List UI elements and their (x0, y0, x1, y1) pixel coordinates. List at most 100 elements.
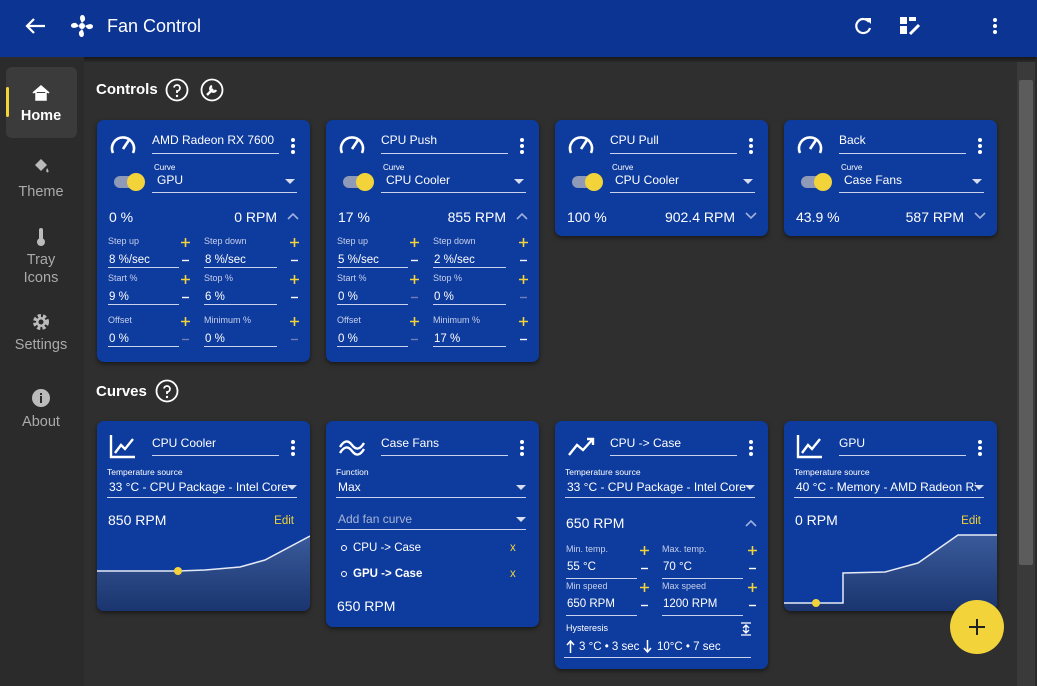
plus-button[interactable] (519, 317, 528, 326)
minus-button[interactable] (410, 256, 419, 265)
plus-button[interactable] (410, 238, 419, 247)
minus-button[interactable] (290, 335, 299, 344)
menu-button[interactable] (748, 137, 754, 155)
curve-select[interactable]: GPU (157, 173, 184, 187)
dropdown-arrow[interactable] (287, 485, 297, 491)
minus-button[interactable] (748, 601, 757, 610)
field-value[interactable]: 6 % (205, 291, 225, 303)
plus-button[interactable] (181, 317, 190, 326)
field-value[interactable]: 0 % (205, 333, 225, 345)
sensor-select[interactable]: 33 °C - CPU Package - Intel Core i (109, 481, 289, 494)
add-curve-select[interactable]: Add fan curve (338, 512, 413, 526)
remove-button[interactable]: x (510, 568, 516, 580)
add-button[interactable] (948, 598, 1006, 656)
edit-button[interactable]: Edit (961, 515, 981, 527)
minus-button[interactable] (519, 256, 528, 265)
nav-item[interactable]: Settings (14, 337, 68, 353)
plus-button[interactable] (290, 275, 299, 284)
toggle-knob[interactable] (127, 173, 145, 191)
dropdown-arrow[interactable] (974, 485, 984, 491)
remove-button[interactable]: x (510, 542, 516, 554)
scrollbar-thumb[interactable] (1019, 80, 1033, 565)
field-value[interactable]: 17 % (434, 333, 461, 345)
curve-select[interactable]: CPU Cooler (386, 173, 451, 187)
curve-select[interactable]: Case Fans (844, 173, 903, 187)
hysteresis-icon[interactable] (740, 622, 752, 636)
minus-button[interactable] (640, 601, 649, 610)
minus-button[interactable] (181, 256, 190, 265)
dropdown-arrow[interactable] (514, 179, 524, 185)
minus-button[interactable] (290, 256, 299, 265)
minus-button[interactable] (181, 335, 190, 344)
collapse-button[interactable] (516, 212, 528, 220)
help-button[interactable] (155, 379, 179, 403)
field-value[interactable]: 9 % (109, 291, 129, 303)
plus-button[interactable] (748, 583, 757, 592)
menu-button[interactable] (748, 439, 754, 457)
menu-button[interactable] (519, 439, 525, 457)
field-value[interactable]: 2 %/sec (434, 254, 475, 266)
menu-button[interactable] (977, 137, 983, 155)
layout-button[interactable] (899, 16, 921, 36)
field-value[interactable]: 8 %/sec (205, 254, 246, 266)
expand-button[interactable] (974, 212, 986, 220)
plus-button[interactable] (410, 317, 419, 326)
nav-icon[interactable] (31, 388, 51, 408)
field-value[interactable]: 70 °C (663, 561, 692, 573)
expand-button[interactable] (745, 212, 757, 220)
nav-icon[interactable] (31, 156, 51, 176)
minus-button[interactable] (410, 335, 419, 344)
sensor-select[interactable]: 40 °C - Memory - AMD Radeon RX (796, 481, 976, 494)
dropdown-arrow[interactable] (516, 517, 526, 523)
minus-button[interactable] (519, 335, 528, 344)
curve-select[interactable]: CPU Cooler (615, 173, 680, 187)
minus-button[interactable] (290, 293, 299, 302)
plus-button[interactable] (181, 238, 190, 247)
field-value[interactable]: 0 % (434, 291, 454, 303)
menu-button[interactable] (992, 17, 998, 35)
dropdown-arrow[interactable] (516, 485, 526, 491)
nav-icon[interactable] (31, 227, 51, 247)
edit-button[interactable]: Edit (274, 515, 294, 527)
menu-button[interactable] (519, 137, 525, 155)
nav-item[interactable]: Theme (18, 184, 64, 200)
menu-button[interactable] (290, 137, 296, 155)
help-button[interactable] (165, 78, 189, 102)
nav-icon[interactable] (31, 83, 51, 103)
nav-icon[interactable] (31, 312, 51, 332)
plus-button[interactable] (519, 275, 528, 284)
plus-button[interactable] (640, 583, 649, 592)
plus-button[interactable] (640, 546, 649, 555)
field-value[interactable]: 0 % (338, 291, 358, 303)
menu-button[interactable] (977, 439, 983, 457)
minus-button[interactable] (181, 293, 190, 302)
plus-button[interactable] (181, 275, 190, 284)
dropdown-arrow[interactable] (745, 485, 755, 491)
toggle-knob[interactable] (814, 173, 832, 191)
toggle-knob[interactable] (356, 173, 374, 191)
plus-button[interactable] (410, 275, 419, 284)
minus-button[interactable] (519, 293, 528, 302)
nav-item[interactable]: Home (20, 108, 62, 124)
field-value[interactable]: 8 %/sec (109, 254, 150, 266)
hysteresis-down[interactable]: 10°C • 7 sec (657, 641, 721, 653)
field-value[interactable]: 55 °C (567, 561, 596, 573)
back-button[interactable] (24, 16, 46, 36)
toggle-knob[interactable] (585, 173, 603, 191)
collapse-button[interactable] (287, 212, 299, 220)
function-select[interactable]: Max (338, 480, 361, 494)
minus-button[interactable] (410, 293, 419, 302)
minus-button[interactable] (640, 564, 649, 573)
plus-button[interactable] (748, 546, 757, 555)
refresh-button[interactable] (853, 16, 873, 36)
nav-item[interactable]: Tray Icons (23, 252, 59, 286)
menu-button[interactable] (290, 439, 296, 457)
field-value[interactable]: 1200 RPM (663, 598, 718, 610)
plus-button[interactable] (290, 317, 299, 326)
plus-button[interactable] (290, 238, 299, 247)
field-value[interactable]: 650 RPM (567, 598, 615, 610)
nav-item[interactable]: About (22, 414, 60, 430)
sensor-select[interactable]: 33 °C - CPU Package - Intel Core i (567, 481, 747, 494)
minus-button[interactable] (748, 564, 757, 573)
dropdown-arrow[interactable] (743, 179, 753, 185)
